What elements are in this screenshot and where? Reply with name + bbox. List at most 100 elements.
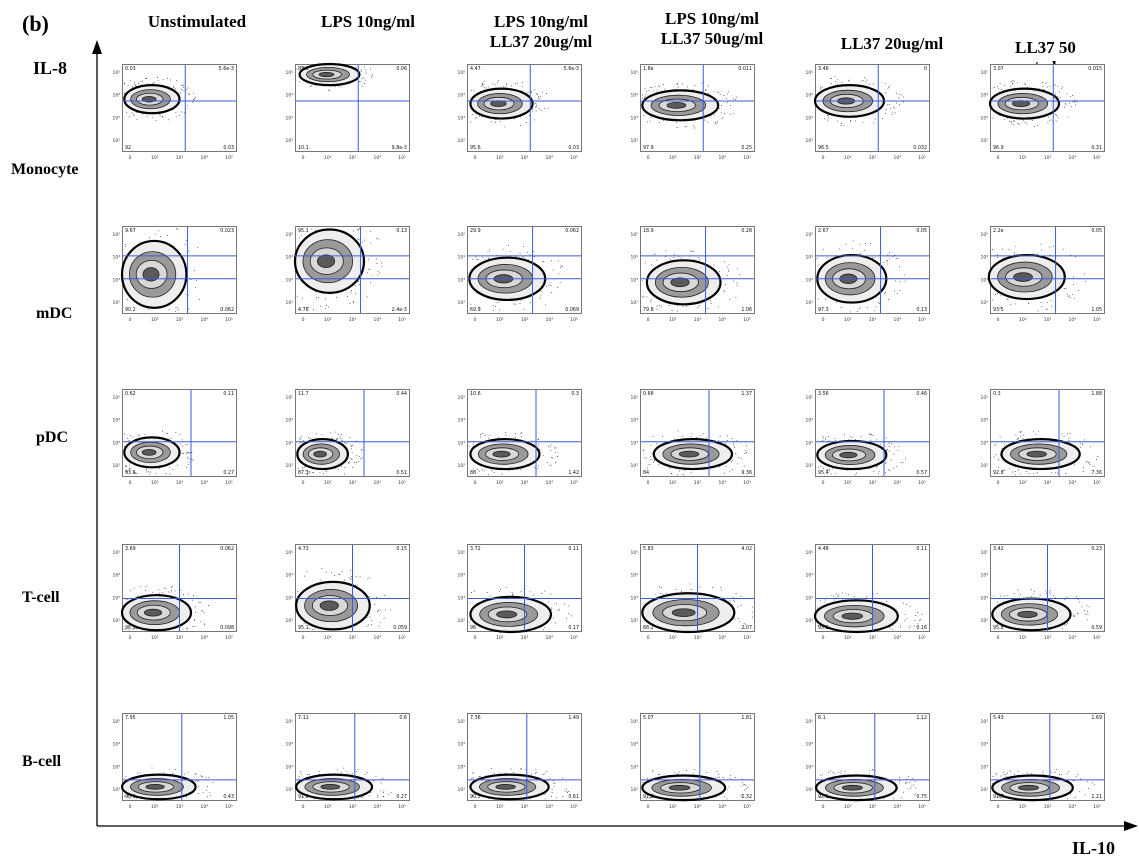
- event-dot: [716, 121, 718, 123]
- event-dot: [716, 771, 718, 772]
- event-dot: [1075, 596, 1077, 598]
- event-dot: [1050, 305, 1052, 307]
- event-dot: [308, 472, 310, 474]
- x-tick-label: 10³: [1044, 635, 1052, 641]
- flow-plot-2-5: 0 10² 10³ 10⁴ 10⁵ 10² 10³ 10⁴ 10⁵ 0.3 1.88 92.8 7.36: [980, 389, 1105, 486]
- event-dot: [571, 615, 573, 617]
- x-tick-label: 10³: [521, 480, 529, 486]
- y-tick-label: 10⁴: [285, 93, 293, 99]
- quadrant-percent: 10.6: [470, 391, 481, 397]
- event-dot: [876, 465, 878, 467]
- event-dot: [474, 117, 476, 119]
- event-dot: [752, 616, 754, 618]
- quadrant-percent: 0.6: [399, 715, 407, 721]
- y-tick-label: 10⁵: [285, 719, 293, 725]
- event-dot: [704, 89, 706, 91]
- event-dot: [328, 89, 330, 91]
- event-dot: [1003, 469, 1005, 471]
- event-dot: [493, 772, 495, 774]
- event-dot: [376, 258, 378, 260]
- event-dot: [656, 308, 658, 310]
- event-dot: [163, 587, 165, 589]
- event-dot: [729, 471, 730, 473]
- y-tick-label: 10²: [112, 787, 120, 793]
- event-dot: [345, 443, 347, 445]
- event-dot: [716, 123, 718, 125]
- event-dot: [200, 621, 202, 623]
- event-dot: [643, 449, 645, 451]
- event-dot: [525, 769, 527, 771]
- event-dot: [470, 89, 472, 91]
- event-dot: [819, 774, 821, 776]
- quadrant-percent: 6.1: [818, 715, 826, 721]
- event-dot: [746, 445, 747, 447]
- y-tick-label: 10⁵: [457, 70, 465, 76]
- event-dot: [886, 450, 888, 451]
- x-axis-arrow: [1124, 821, 1138, 831]
- quadrant-percent: 7.11: [298, 715, 309, 721]
- event-dot: [502, 248, 504, 250]
- event-dot: [1064, 103, 1066, 105]
- event-dot: [185, 293, 187, 295]
- y-tick-label: 10⁵: [457, 232, 465, 238]
- event-dot: [992, 249, 994, 250]
- event-dot: [885, 437, 887, 439]
- event-dot: [658, 774, 660, 775]
- event-dot: [1000, 775, 1002, 777]
- x-tick-label: 0: [647, 804, 650, 810]
- y-tick-label: 10²: [630, 138, 638, 144]
- event-dot: [999, 308, 1001, 310]
- event-dot: [175, 111, 177, 113]
- quadrant-percent: 1.42: [568, 470, 579, 476]
- x-tick-label: 10⁵: [570, 804, 578, 810]
- y-tick-label: 10⁵: [630, 70, 638, 76]
- event-dot: [147, 83, 149, 85]
- event-dot: [184, 773, 186, 775]
- event-dot: [829, 468, 830, 470]
- event-dot: [520, 124, 522, 126]
- event-dot: [840, 125, 842, 126]
- event-dot: [1030, 595, 1032, 597]
- y-tick-label: 10⁵: [457, 719, 465, 725]
- quadrant-percent: 3.69: [125, 546, 136, 552]
- event-dot: [1045, 82, 1047, 84]
- event-dot: [724, 442, 726, 444]
- event-dot: [515, 436, 516, 438]
- x-tick-label: 10³: [869, 155, 877, 161]
- event-dot: [869, 433, 871, 435]
- event-dot: [1012, 82, 1014, 84]
- y-tick-label: 10⁴: [805, 573, 813, 579]
- event-dot: [1024, 121, 1026, 123]
- x-tick-label: 10³: [521, 317, 529, 323]
- event-dot: [904, 274, 906, 276]
- event-dot: [1041, 305, 1043, 307]
- x-axis-label: IL-10: [1072, 838, 1116, 858]
- event-dot: [1088, 462, 1089, 464]
- event-dot: [997, 603, 999, 605]
- event-dot: [350, 447, 352, 449]
- event-dot: [471, 778, 473, 779]
- event-dot: [724, 472, 725, 474]
- quadrant-percent: 0.51: [396, 470, 407, 476]
- x-tick-label: 0: [997, 480, 1000, 486]
- event-dot: [155, 120, 157, 122]
- event-dot: [180, 92, 182, 94]
- x-tick-label: 10²: [151, 480, 159, 486]
- density-core: [141, 448, 157, 456]
- y-tick-label: 10⁴: [980, 418, 988, 424]
- event-dot: [1018, 123, 1020, 125]
- event-dot: [873, 769, 875, 771]
- event-dot: [520, 299, 522, 301]
- x-tick-label: 0: [997, 635, 1000, 641]
- event-dot: [340, 466, 342, 467]
- event-dot: [357, 797, 359, 799]
- event-dot: [483, 87, 485, 89]
- event-dot: [540, 295, 542, 297]
- event-dot: [707, 85, 709, 87]
- event-dot: [482, 469, 483, 471]
- y-tick-label: 10³: [457, 764, 465, 770]
- event-dot: [129, 797, 131, 799]
